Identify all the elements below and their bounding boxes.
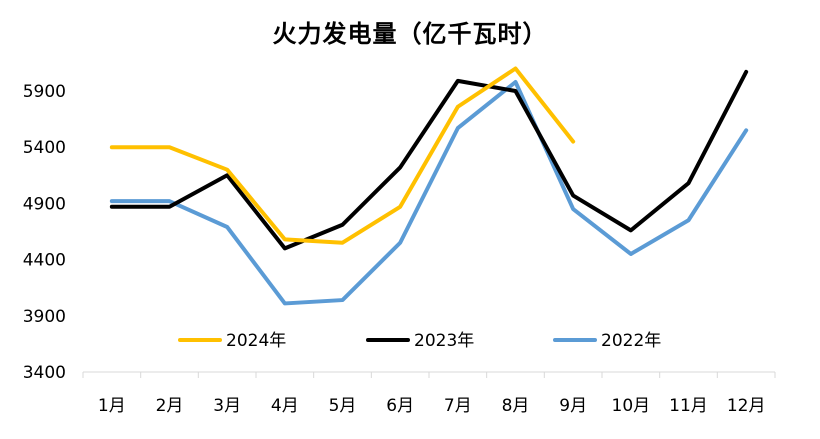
y-tick-label: 3900 (23, 307, 66, 327)
chart-title: 火力发电量（亿千瓦时） (272, 20, 548, 48)
y-tick-label: 4900 (23, 194, 66, 214)
x-tick-label: 2月 (156, 396, 184, 416)
legend-label: 2022年 (601, 331, 661, 351)
x-tick-label: 5月 (329, 396, 357, 416)
y-tick-label: 5400 (23, 138, 66, 158)
y-tick-label: 3400 (23, 363, 66, 383)
x-tick-label: 7月 (444, 396, 472, 416)
y-tick-label: 4400 (23, 251, 66, 271)
x-tick-label: 12月 (727, 396, 766, 416)
x-tick-label: 8月 (502, 396, 530, 416)
x-tick-label: 10月 (612, 396, 651, 416)
x-tick-label: 11月 (669, 396, 708, 416)
series-line-1 (109, 69, 749, 251)
x-tick-label: 3月 (213, 396, 241, 416)
y-tick-label: 5900 (23, 82, 66, 102)
x-tick-label: 1月 (98, 396, 126, 416)
x-tick-label: 4月 (271, 396, 299, 416)
series-line-2 (109, 80, 749, 306)
x-tick-label: 9月 (559, 396, 587, 416)
legend-label: 2024年 (226, 331, 286, 351)
legend-label: 2023年 (414, 331, 474, 351)
x-tick-label: 6月 (386, 396, 414, 416)
series-line-0 (109, 66, 576, 245)
